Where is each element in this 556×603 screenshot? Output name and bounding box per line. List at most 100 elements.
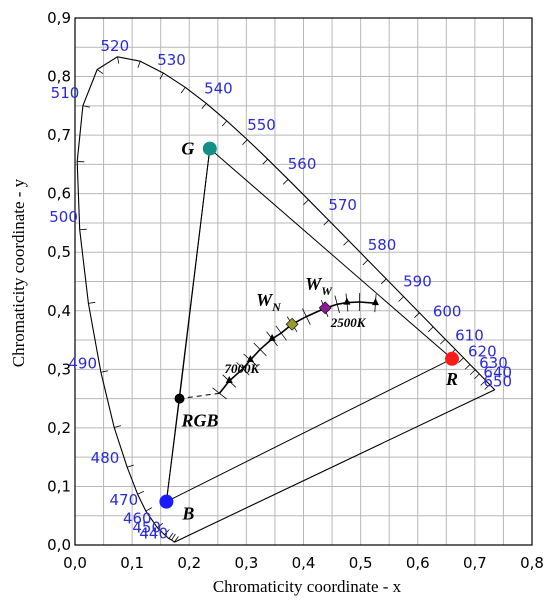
wavelength-label: 470 — [110, 491, 139, 509]
locus-tick — [79, 228, 87, 231]
locus-tick — [145, 507, 153, 512]
x-tick-label: 0,3 — [234, 554, 258, 572]
y-tick-label: 0,9 — [47, 9, 71, 27]
y-tick-label: 0,0 — [47, 536, 71, 554]
white-point-wn-label: WN — [256, 290, 282, 314]
isotemperature-line — [236, 362, 250, 376]
x-tick-label: 0,6 — [406, 554, 430, 572]
locus-tick — [398, 296, 404, 302]
x-axis-label: Chromaticity coordinate - x — [213, 577, 402, 596]
x-tick-label: 0,4 — [292, 554, 316, 572]
grid — [74, 17, 533, 546]
locus-tick — [180, 87, 186, 94]
locus-tick — [164, 529, 170, 535]
locus-tick — [201, 103, 207, 110]
locus-tick — [464, 364, 471, 370]
wavelength-label: 580 — [368, 236, 397, 254]
y-tick-label: 0,3 — [47, 360, 71, 378]
planckian-marker — [268, 333, 276, 341]
y-tick-label: 0,4 — [47, 302, 71, 320]
white-point-ww — [318, 301, 332, 315]
primary-r-point — [445, 351, 460, 366]
locus-tick — [440, 338, 446, 345]
x-tick-label: 0,1 — [120, 554, 144, 572]
spectral-locus-curve — [76, 56, 496, 543]
y-tick-label: 0,7 — [47, 126, 71, 144]
planckian-marker — [246, 354, 254, 362]
rgb-point — [174, 393, 185, 404]
wavelength-label: 610 — [455, 326, 484, 344]
y-tick-label: 0,1 — [47, 477, 71, 495]
spectral-locus — [76, 56, 496, 543]
locus-tick — [303, 199, 309, 205]
wavelength-label: 550 — [247, 116, 276, 134]
x-tick-label: 0,7 — [463, 554, 487, 572]
locus-tick — [88, 301, 96, 304]
gamut-triangle — [165, 147, 453, 503]
locus-tick — [469, 369, 476, 375]
wavelength-label: 490 — [68, 354, 97, 372]
temperature-label: 2500K — [330, 315, 367, 330]
wavelength-label: 500 — [49, 208, 78, 226]
white-point-ww-label-main: W — [305, 274, 323, 294]
wavelength-label: 440 — [139, 525, 168, 543]
wavelength-label: 640 — [483, 363, 512, 381]
x-tick-label: 0,2 — [177, 554, 201, 572]
y-tick-label: 0,5 — [47, 243, 71, 261]
axis-ticks: 0,0 0,1 0,2 0,3 0,4 0,5 0,6 0,7 0,8 0,0 0,1 0,2 0,3 0… — [47, 9, 544, 572]
locus-tick — [458, 357, 464, 363]
locus-tick — [282, 179, 289, 185]
temperature-label: 7000K — [224, 361, 260, 376]
rgb-label: RGB — [181, 411, 219, 431]
primary-b-point — [159, 494, 174, 509]
locus-tick — [414, 312, 420, 318]
wavelength-label: 570 — [328, 196, 357, 214]
white-point-wn — [285, 317, 299, 331]
isotemperature-line — [275, 325, 287, 341]
gamut-triangle-outline — [165, 147, 453, 503]
wavelength-label: 480 — [91, 449, 120, 467]
locus-tick — [480, 380, 487, 386]
locus-tick — [362, 259, 369, 266]
x-tick-label: 0,0 — [63, 554, 87, 572]
isotemperature-line — [212, 387, 227, 400]
locus-tick — [173, 536, 179, 543]
white-point-wn-label-sub: N — [271, 300, 282, 314]
wavelength-label: 650 — [483, 373, 512, 391]
planckian-dashed-extension — [179, 392, 220, 400]
primary-r-label: R — [445, 369, 458, 389]
locus-tick — [157, 522, 164, 528]
locus-tick — [96, 69, 104, 74]
wavelength-label: 450 — [132, 518, 161, 536]
white-point-ww-label-sub: W — [321, 284, 333, 298]
rgb-mixing-line — [165, 148, 211, 502]
y-axis-label: Chromaticity coordinate - y — [9, 178, 28, 367]
primary-g-point — [202, 141, 217, 156]
planckian-locus — [179, 292, 379, 400]
y-tick-label: 0,6 — [47, 185, 71, 203]
locus-tick — [100, 370, 108, 373]
locus-tick — [484, 384, 491, 390]
wavelength-label: 620 — [468, 343, 497, 361]
isotemperature-line — [253, 342, 267, 357]
locus-tick — [427, 326, 434, 333]
isotemperature-line — [334, 295, 340, 314]
locus-tick — [262, 158, 268, 165]
locus-tick — [242, 139, 248, 145]
wavelength-label: 460 — [123, 509, 152, 527]
locus-tick — [171, 533, 176, 541]
locus-tick — [137, 61, 141, 68]
locus-tick — [127, 464, 134, 468]
locus-tick — [168, 532, 174, 539]
x-tick-label: 0,8 — [520, 554, 544, 572]
locus-tick — [137, 491, 145, 495]
x-tick-label: 0,5 — [349, 554, 373, 572]
wavelength-label: 630 — [479, 354, 508, 372]
wavelength-label: 520 — [101, 37, 130, 55]
wavelength-label: 560 — [288, 155, 317, 173]
locus-tick — [474, 373, 480, 380]
plot-border — [74, 17, 533, 546]
wavelength-label: 530 — [157, 51, 186, 69]
plot-frame — [74, 17, 533, 546]
